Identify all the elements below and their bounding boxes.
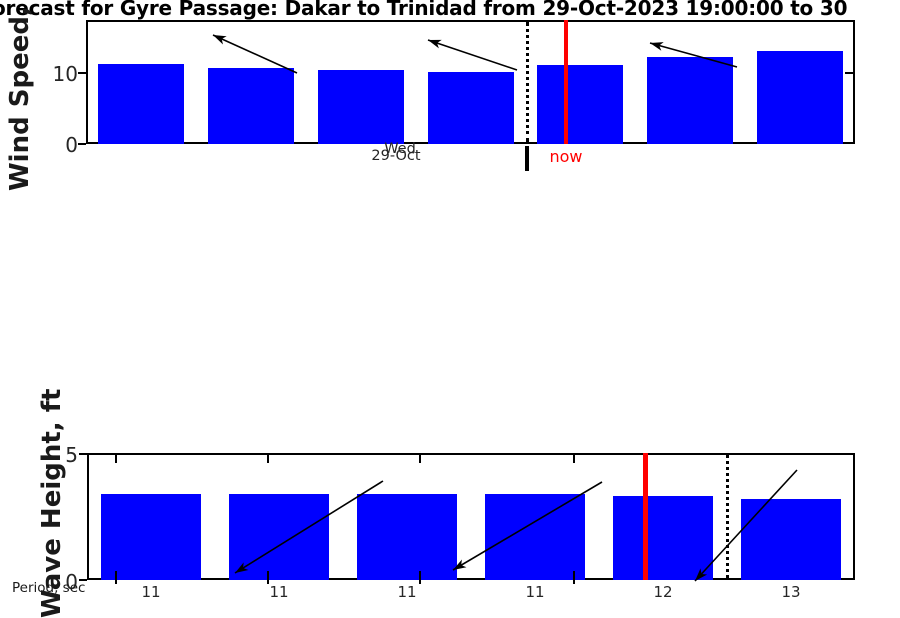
bar [613,496,713,580]
now-label: now [549,147,583,166]
bar [757,50,844,144]
bar [229,493,329,580]
wind-ylabel: Wind Speed, kt [5,0,35,191]
wave-bottom-tick [115,571,117,584]
bar [647,57,734,144]
wave-period-label: 11 [269,583,289,601]
wave-ytick-5: 5 [65,443,78,467]
wind-xtick-date: 29-Oct [371,147,421,164]
wave-left-tick-0 [79,578,87,581]
bar [537,65,624,144]
wind-xtick-weekday: Wed [384,141,416,157]
now-line-wave [643,453,648,580]
bar [101,493,201,580]
wave-period-label: 11 [397,583,417,601]
wave-period-label: 13 [781,583,801,601]
wave-bottom-tick [419,571,421,584]
wind-right-tick-10 [845,72,855,74]
wind-ytick-10: 10 [52,62,78,86]
day-boundary-bold-tick [524,146,529,171]
bar [207,68,294,144]
wind-ytick-0: 0 [65,133,78,157]
wave-top-tick [573,455,575,463]
bar [317,70,404,144]
bar [427,72,514,144]
wave-ytick-0: 0 [65,570,78,594]
wave-top-tick [115,455,117,463]
day-boundary-dotted-line-wind [526,22,529,142]
wave-bottom-tick [573,571,575,584]
wave-period-label: 12 [653,583,673,601]
wind-left-tick-10 [78,72,86,74]
wave-left-tick-5 [79,452,87,455]
now-line-wind [564,20,568,144]
bar [97,64,184,144]
wave-period-label: 11 [141,583,161,601]
period-axis-label: Period, sec [12,580,86,596]
wave-bottom-tick [267,571,269,584]
wave-plot-area [87,453,855,580]
wind-left-tick-0 [78,142,86,145]
bar [485,493,585,580]
day-boundary-dotted-line-wave [726,455,729,578]
wave-period-label: 11 [525,583,545,601]
wave-top-tick [419,455,421,463]
wave-top-tick [267,455,269,463]
bar [741,498,841,580]
figure-title: orecast for Gyre Passage: Dakar to Trini… [0,0,848,20]
forecast-figure: orecast for Gyre Passage: Dakar to Trini… [0,0,855,618]
bar [357,493,457,580]
